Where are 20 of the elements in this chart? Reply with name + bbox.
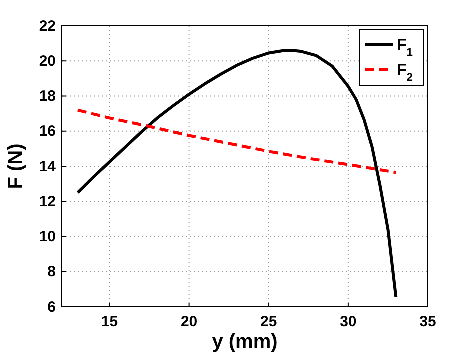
x-tick-label: 35: [420, 314, 436, 330]
legend-label: F$_{1}$: [397, 37, 414, 59]
y-tick-label: 20: [39, 52, 56, 70]
legend-label: F$_{2}$: [397, 62, 414, 84]
line-series: [76, 49, 398, 299]
y-tick-label: 12: [39, 193, 56, 210]
x-tick-label: 25: [260, 314, 278, 330]
y-tick-label: 6: [48, 298, 56, 316]
y-tick-label: 10: [39, 228, 56, 246]
y-axis-title: F (N): [5, 144, 27, 190]
y-tick-label: 22: [39, 18, 56, 35]
y-tick-label: 14: [39, 158, 57, 176]
x-axis-title: y (mm): [212, 331, 278, 353]
y-tick-label: 18: [39, 88, 56, 106]
line-series: [76, 108, 398, 174]
x-tick-label: 20: [180, 314, 198, 330]
x-tick-label: 15: [101, 314, 118, 330]
y-tick-label: 16: [39, 123, 56, 140]
x-tick-label: 30: [340, 314, 357, 330]
y-tick-label: 8: [48, 264, 56, 281]
